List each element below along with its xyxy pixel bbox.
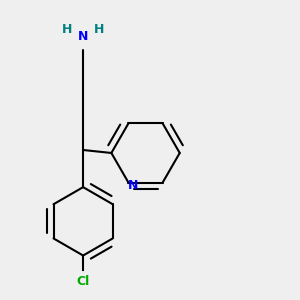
- Text: H: H: [61, 22, 72, 36]
- Text: N: N: [78, 30, 88, 43]
- Text: Cl: Cl: [76, 275, 90, 288]
- Text: H: H: [94, 22, 105, 36]
- Text: N: N: [128, 179, 138, 192]
